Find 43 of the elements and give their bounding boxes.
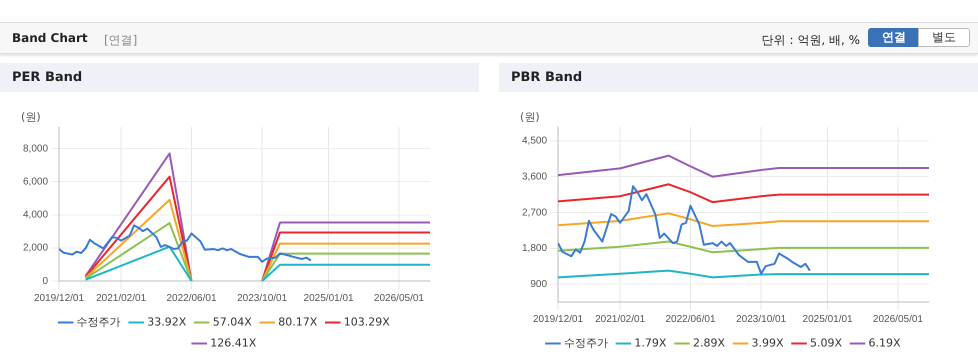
legend-label: 126.41X: [210, 336, 257, 350]
x-tick-label: 2019/12/01: [532, 314, 584, 325]
legend-label: 수정주가: [76, 315, 121, 328]
x-tick-label: 2022/06/01: [665, 314, 716, 325]
y-tick-label: 1,800: [522, 243, 548, 254]
legend-label: 1.79X: [634, 336, 667, 350]
y-tick-label: 4,500: [522, 136, 548, 147]
x-tick-label: 2021/02/01: [96, 292, 147, 304]
legend-label: 수정주가: [564, 336, 608, 350]
y-tick-label: 0: [42, 276, 48, 287]
legend-label: 33.92X: [147, 315, 187, 328]
y-tick-label: 4,000: [22, 210, 48, 221]
x-tick-label: 2026/05/01: [872, 314, 924, 325]
x-tick-label: 2019/12/01: [34, 292, 84, 304]
y-tick-label: 900: [530, 278, 548, 290]
x-tick-label: 2023/10/01: [736, 314, 787, 325]
legend-label: 57.04X: [212, 315, 252, 328]
chart-title: PBR Band: [499, 63, 978, 92]
text: Band Chart: [12, 31, 88, 45]
legend-label: 3.99X: [751, 336, 784, 350]
text: 별도: [918, 28, 970, 47]
text: 단위 : 억원, 배, %: [762, 32, 860, 49]
legend-label: 103.29X: [344, 315, 390, 328]
x-tick-label: 2025/01/01: [304, 292, 354, 304]
x-tick-label: 2025/01/01: [802, 314, 854, 325]
legend-label: 5.09X: [810, 336, 843, 350]
y-axis-title: (원): [21, 110, 41, 124]
y-tick-label: 6,000: [22, 176, 48, 188]
y-tick-label: 8,000: [22, 143, 48, 154]
x-tick-label: 2021/02/01: [595, 314, 646, 325]
y-axis-title: (원): [520, 110, 540, 124]
legend-label: 6.19X: [868, 336, 902, 350]
x-tick-label: 2023/10/01: [237, 292, 288, 304]
y-tick-label: 2,700: [522, 207, 548, 218]
y-tick-label: 3,600: [522, 171, 548, 182]
chart-title: PER Band: [0, 63, 479, 92]
text: [연결]: [104, 32, 138, 49]
y-tick-label: 2,000: [22, 242, 48, 254]
text: 연결: [868, 28, 920, 47]
x-tick-label: 2026/05/01: [374, 292, 424, 304]
legend-label: 80.17X: [278, 315, 318, 328]
legend-label: 2.89X: [692, 336, 726, 350]
x-tick-label: 2022/06/01: [166, 292, 217, 304]
